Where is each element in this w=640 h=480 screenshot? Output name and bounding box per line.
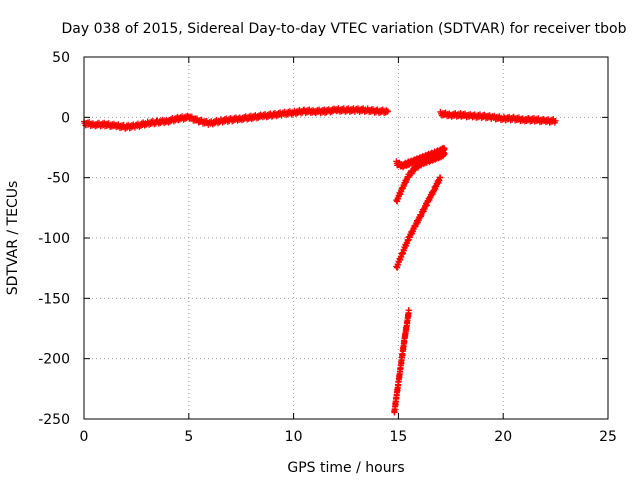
tick-labels: 0 5 10 15 20 25 50 0 -50 -100 -150 -200 -250 bbox=[38, 50, 617, 445]
y-tick-label: -50 bbox=[47, 171, 70, 187]
data-point bbox=[552, 117, 559, 124]
x-tick-label: 15 bbox=[389, 429, 407, 445]
x-tick-label: 10 bbox=[285, 429, 303, 445]
series-post-gap-band bbox=[437, 108, 559, 126]
y-tick-label: -250 bbox=[38, 412, 70, 428]
data-point bbox=[384, 108, 391, 115]
data-point bbox=[437, 174, 444, 181]
x-tick-label: 0 bbox=[80, 429, 89, 445]
x-axis-label: GPS time / hours bbox=[287, 460, 404, 476]
x-tick-label: 5 bbox=[184, 429, 193, 445]
y-axis-label: SDTVAR / TECUs bbox=[5, 181, 21, 296]
y-tick-label: -200 bbox=[38, 352, 70, 368]
y-tick-label: 0 bbox=[61, 110, 70, 126]
series-steep-arc-C bbox=[393, 174, 444, 271]
y-tick-label: -150 bbox=[38, 291, 70, 307]
data-point bbox=[405, 307, 412, 314]
series-steep-arc-D bbox=[391, 307, 412, 416]
y-tick-label: -100 bbox=[38, 231, 70, 247]
data-layer bbox=[81, 105, 559, 416]
y-tick-label: 50 bbox=[52, 50, 70, 66]
plot-frame bbox=[83, 56, 609, 420]
x-tick-label: 20 bbox=[494, 429, 512, 445]
series-descending-arc-B bbox=[393, 149, 448, 205]
chart-title: Day 038 of 2015, Sidereal Day-to-day VTE… bbox=[61, 21, 626, 37]
x-tick-label: 25 bbox=[599, 429, 617, 445]
series-main-band bbox=[81, 105, 391, 132]
data-point bbox=[441, 150, 448, 157]
